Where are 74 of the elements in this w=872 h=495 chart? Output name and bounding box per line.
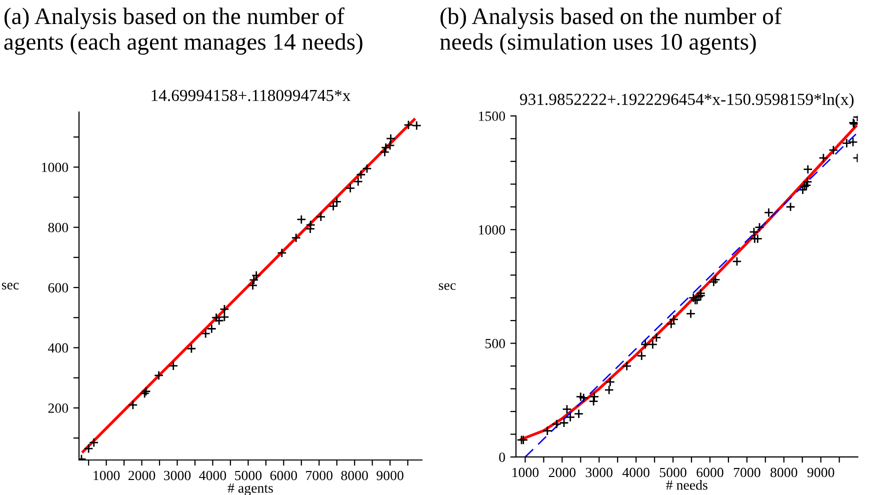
point: [168, 360, 178, 371]
point: [589, 392, 600, 402]
y-tick-label: 800: [48, 222, 68, 232]
y-tick-label: 1500: [478, 112, 506, 121]
x-tick-label: 9000: [807, 468, 834, 478]
chart-subtitle: 931.9852222+.1922296454*x-150.9598159*ln(x): [520, 93, 854, 108]
point: [542, 426, 552, 436]
point: [578, 393, 588, 403]
y-tick-label: 1000: [42, 162, 68, 172]
chart-title: (b) Analysis based on the number of needs (simulation uses 10 agents): [440, 7, 782, 55]
chart-title: (a) Analysis based on the number of agents (each agent manages 14 needs): [4, 7, 362, 55]
point: [848, 137, 858, 147]
point: [842, 138, 852, 148]
point: [211, 312, 222, 322]
x-tick-label: 2000: [548, 468, 576, 478]
point: [636, 350, 646, 361]
point: [128, 400, 138, 410]
x-tick-label: 5000: [660, 468, 686, 478]
x-axis-title: # needs: [666, 480, 708, 490]
point: [818, 153, 828, 163]
y-tick-label: 400: [48, 343, 68, 353]
x-tick-label: 1000: [94, 470, 120, 480]
y-tick-label: 600: [48, 283, 68, 292]
point: [562, 404, 572, 414]
point: [404, 120, 414, 130]
point: [552, 419, 562, 429]
point: [640, 340, 650, 350]
x-tick-label: 8000: [341, 470, 368, 480]
point: [306, 220, 316, 230]
x-tick-label: 3000: [586, 468, 612, 478]
point: [752, 234, 763, 244]
point: [686, 308, 696, 319]
y-tick-label: 500: [486, 338, 506, 348]
point: [574, 408, 584, 419]
point: [412, 120, 422, 130]
x-tick-label: 9000: [376, 470, 404, 480]
point: [277, 248, 287, 258]
x-tick-label: 4000: [622, 468, 650, 478]
point: [708, 277, 719, 287]
point: [764, 208, 774, 218]
point: [296, 214, 306, 224]
point: [291, 232, 301, 243]
point: [576, 392, 586, 402]
point: [220, 304, 230, 314]
x-tick-label: 8000: [770, 468, 798, 478]
x-tick-label: 6000: [696, 468, 724, 478]
y-tick-label: 1000: [478, 225, 506, 235]
x-tick-label: 7000: [734, 468, 760, 478]
x-tick-label: 1000: [512, 468, 539, 478]
chart-subtitle: 14.69994158+.1180994745*x: [152, 90, 350, 102]
point: [386, 134, 396, 144]
point: [605, 377, 616, 387]
point: [710, 274, 720, 284]
point: [786, 202, 796, 212]
y-axis-title: sec: [2, 282, 19, 290]
point: [828, 145, 838, 155]
point: [316, 212, 326, 222]
point: [154, 370, 164, 380]
x-tick-label: 4000: [199, 470, 226, 480]
y-axis-title: sec: [438, 283, 456, 290]
point: [345, 183, 356, 194]
x-tick-label: 3000: [164, 470, 191, 480]
y-tick-label: 0: [499, 452, 506, 462]
y-tick-label: 200: [48, 404, 68, 413]
point: [803, 164, 813, 174]
x-tick-label: 6000: [270, 470, 297, 480]
point: [622, 361, 632, 371]
x-tick-label: 5000: [235, 470, 262, 480]
point: [732, 256, 742, 266]
point: [604, 385, 614, 395]
point: [588, 396, 598, 406]
point: [186, 344, 196, 354]
x-tick-label: 7000: [306, 470, 332, 480]
x-tick-label: 2000: [128, 470, 156, 480]
